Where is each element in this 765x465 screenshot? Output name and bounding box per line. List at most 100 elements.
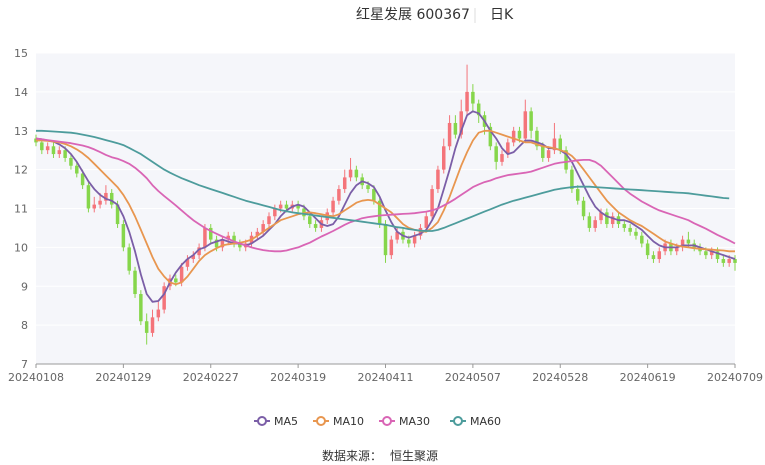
candle-body xyxy=(412,235,417,244)
legend[interactable]: MA5 MA10 MA30 MA60 xyxy=(254,415,501,428)
candle-body xyxy=(558,138,562,151)
x-tick-label: 20240619 xyxy=(620,371,676,384)
candle-body xyxy=(255,231,260,236)
candle-body xyxy=(284,204,289,209)
candle-body xyxy=(546,150,551,158)
candle-body xyxy=(447,122,452,147)
candle-body xyxy=(80,173,85,186)
candle-body xyxy=(313,224,318,228)
candle-body xyxy=(354,169,359,178)
ma-line-ma30 xyxy=(35,137,736,253)
candle-body xyxy=(640,235,644,244)
candle-body xyxy=(581,200,586,217)
candle-body xyxy=(127,247,131,271)
candle-body xyxy=(273,208,277,217)
candle-body xyxy=(389,239,394,256)
candle-body xyxy=(226,235,230,240)
candle-body xyxy=(704,251,708,256)
candle-body xyxy=(651,255,656,260)
candle-body xyxy=(727,259,731,263)
candle-body xyxy=(214,239,219,248)
candle-body xyxy=(436,169,440,190)
candle-body xyxy=(564,150,568,170)
candle-body xyxy=(552,138,557,151)
ma-line-ma10 xyxy=(36,129,735,286)
candle-body xyxy=(308,216,312,225)
candle-body xyxy=(657,251,662,260)
legend-marker xyxy=(453,416,463,426)
candle-body xyxy=(383,224,388,256)
candle-body xyxy=(570,169,574,190)
candle-body xyxy=(535,130,539,147)
candle-body xyxy=(296,204,300,209)
candle-body xyxy=(174,278,178,283)
candle-body xyxy=(494,146,498,162)
chart-title: 红星发展 600367 xyxy=(356,7,470,23)
legend-item-ma10[interactable]: MA10 xyxy=(313,415,364,428)
candle-body xyxy=(331,200,335,213)
candle-body xyxy=(278,204,283,209)
candle-body xyxy=(51,146,56,155)
legend-item-ma30[interactable]: MA30 xyxy=(379,415,430,428)
candle-body xyxy=(57,150,62,155)
ma-line-ma60 xyxy=(36,129,730,232)
data-source: 数据来源： 恒生聚源 xyxy=(322,448,438,463)
legend-label: MA5 xyxy=(274,415,298,428)
y-tick-label: 9 xyxy=(21,280,28,293)
candle-body xyxy=(150,317,155,333)
candle-body xyxy=(587,216,592,228)
candle-body xyxy=(686,239,691,244)
candle-body xyxy=(471,91,475,104)
candle-body xyxy=(139,294,143,322)
candle-body xyxy=(69,157,73,166)
candle-body xyxy=(523,111,528,139)
candle-body xyxy=(40,142,44,151)
candle-body xyxy=(348,169,353,178)
candle-body xyxy=(220,239,225,248)
legend-item-ma60[interactable]: MA60 xyxy=(450,415,501,428)
candle-body xyxy=(372,189,376,201)
candle-body xyxy=(634,231,638,236)
source-label: 数据来源： xyxy=(322,448,382,463)
candle-body xyxy=(407,239,411,244)
x-tick-label: 20240411 xyxy=(358,371,414,384)
candle-body xyxy=(156,309,161,318)
y-tick-label: 13 xyxy=(14,125,28,138)
source-value: 恒生聚源 xyxy=(390,449,438,463)
candle-body xyxy=(605,212,609,225)
legend-marker xyxy=(257,416,267,426)
candle-body xyxy=(162,286,166,310)
moving-averages xyxy=(35,110,736,303)
candle-body xyxy=(342,177,347,190)
legend-label: MA30 xyxy=(399,415,430,428)
candle-body xyxy=(45,146,50,151)
y-tick-label: 11 xyxy=(14,203,28,216)
candle-body xyxy=(191,255,196,260)
candle-body xyxy=(121,224,126,248)
candle-body xyxy=(488,126,493,147)
ma-line-ma5 xyxy=(35,110,736,303)
chart-period: 日K xyxy=(490,7,514,23)
x-tick-label: 20240507 xyxy=(445,371,501,384)
y-tick-label: 8 xyxy=(21,319,28,332)
candle-body xyxy=(75,165,79,174)
candle-body xyxy=(92,204,96,209)
candle-body xyxy=(424,216,429,228)
chart-header: 红星发展 600367 日K xyxy=(356,7,514,23)
candle-body xyxy=(133,270,137,295)
legend-item-ma5[interactable]: MA5 xyxy=(254,415,298,428)
candle-body xyxy=(232,235,236,244)
candle-body xyxy=(209,227,213,240)
x-tick-label: 20240709 xyxy=(707,371,763,384)
x-tick-label: 20240108 xyxy=(8,371,64,384)
candle-body xyxy=(715,251,720,260)
candle-body xyxy=(541,146,545,158)
candle-body xyxy=(680,239,685,248)
candle-body xyxy=(267,216,271,225)
candle-body xyxy=(115,204,120,225)
candle-body xyxy=(593,220,597,228)
legend-marker xyxy=(316,416,326,426)
y-tick-label: 7 xyxy=(21,358,28,371)
